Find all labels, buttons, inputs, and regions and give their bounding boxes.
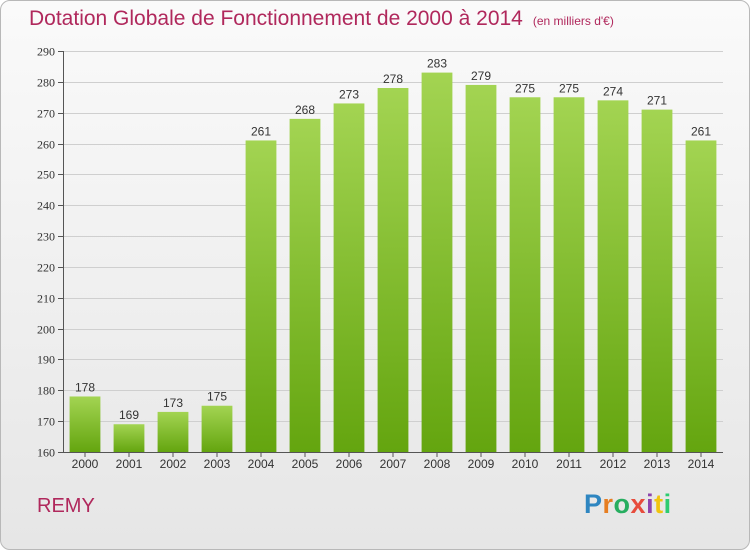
bar [421,72,453,452]
x-tick-label: 2006 [336,457,363,471]
data-label: 275 [515,81,535,95]
y-tick-label: 220 [37,261,55,275]
data-label: 275 [559,81,579,95]
bar [245,140,277,452]
bar [641,109,673,452]
y-tick-label: 160 [37,446,55,460]
x-tick-label: 2000 [72,457,99,471]
logo-letter: i [646,489,655,519]
y-tick-label: 170 [37,415,55,429]
y-tick-label: 290 [37,45,55,59]
data-label: 273 [339,87,359,101]
bar [597,100,629,452]
logo-letter: i [663,489,672,519]
data-label: 261 [691,124,711,138]
y-tick-label: 270 [37,107,55,121]
data-label: 274 [603,84,623,98]
x-tick-label: 2008 [424,457,451,471]
logo-letter: P [584,489,603,519]
bar [333,103,365,452]
y-tick-label: 230 [37,230,55,244]
x-tick-label: 2001 [116,457,143,471]
y-tick-label: 180 [37,384,55,398]
proxiti-logo: Proxiti [584,489,672,520]
data-label: 175 [207,390,227,404]
bar [685,140,717,452]
data-labels: 178 169 173 175 261 268 273 278 283 279 275 275 274 2… [75,57,711,423]
bar [113,424,145,452]
y-tick-label: 260 [37,138,55,152]
logo-letter: r [602,489,614,519]
x-tick-label: 2011 [556,457,582,471]
chart-title-main: Dotation Globale de Fonctionnement de 20… [29,7,523,30]
bar [465,84,497,452]
data-label: 178 [75,380,95,394]
commune-name: REMY [37,495,95,517]
bar [289,118,321,452]
logo-letter: x [630,489,647,519]
y-tick-label: 200 [37,323,55,337]
x-tick-label: 2004 [248,457,275,471]
data-label: 278 [383,72,403,86]
data-label: 271 [647,94,667,108]
logo-letter: t [654,489,664,519]
data-label: 283 [427,57,447,71]
data-label: 268 [295,103,315,117]
y-tick-label: 240 [37,199,55,213]
x-axis: 2000 2001 2002 2003 2004 2005 2006 2007 2008 2009… [72,452,715,471]
bar [69,396,101,452]
data-label: 261 [251,124,271,138]
bars [69,72,717,453]
x-tick-label: 2005 [292,457,319,471]
data-label: 169 [119,408,139,422]
logo-letter: o [613,489,631,519]
data-label: 173 [163,396,183,410]
y-tick-label: 250 [37,168,55,182]
y-tick-label: 280 [37,76,55,90]
x-tick-label: 2007 [380,457,407,471]
x-tick-label: 2002 [160,457,187,471]
y-tick-label: 190 [37,353,55,367]
chart-title-unit: (en milliers d'€) [532,14,614,28]
data-label: 279 [471,69,491,83]
x-tick-label: 2013 [644,457,671,471]
x-tick-label: 2009 [468,457,495,471]
bar [201,405,233,452]
x-tick-label: 2010 [512,457,539,471]
bar [553,97,585,453]
chart-title: Dotation Globale de Fonctionnement de 20… [29,7,614,31]
x-tick-label: 2003 [204,457,231,471]
y-tick-label: 210 [37,292,55,306]
x-tick-label: 2014 [688,457,715,471]
x-tick-label: 2012 [600,457,627,471]
bar [509,97,541,453]
bar [157,411,189,452]
bar [377,88,409,452]
